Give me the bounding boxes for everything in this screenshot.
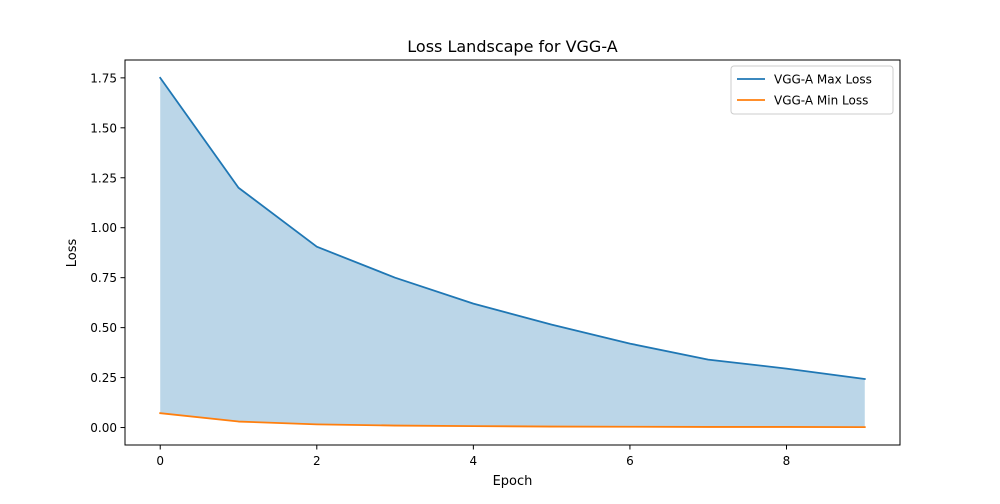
legend-entry-label: VGG-A Min Loss: [774, 94, 868, 108]
y-tick-label: 1.50: [90, 121, 117, 135]
x-tick-label: 2: [313, 454, 321, 468]
x-tick-label: 8: [783, 454, 791, 468]
series-line-min-loss: [159, 412, 866, 429]
y-axis-label: Loss: [65, 239, 80, 268]
plot-area: [158, 76, 866, 429]
chart-title: Loss Landscape for VGG-A: [407, 37, 617, 56]
y-tick-label: 0.75: [90, 271, 117, 285]
x-tick-label: 6: [626, 454, 634, 468]
y-tick-label: 0.25: [90, 371, 117, 385]
axes: 0 2 4 6 8 0.00 0.25 0.50 0.75 1.00 1.25 1.50 1.75: [90, 59, 901, 468]
legend-box: [730, 65, 894, 115]
loss-range-area: [160, 77, 865, 428]
y-tick-label: 1.00: [90, 221, 117, 235]
y-tick-label: 0.00: [90, 421, 117, 435]
y-tick-label: 1.75: [90, 71, 117, 85]
legend: VGG-A Max Loss VGG-A Min Loss: [730, 65, 894, 115]
axes-frame: [124, 59, 901, 446]
x-tick-label: 4: [470, 454, 478, 468]
series-line-max-loss: [158, 76, 866, 380]
x-axis-label: Epoch: [493, 474, 533, 489]
legend-entry-label: VGG-A Max Loss: [774, 73, 872, 87]
x-tick-label: 0: [156, 454, 164, 468]
y-tick-label: 0.50: [90, 321, 117, 335]
y-tick-label: 1.25: [90, 171, 117, 185]
